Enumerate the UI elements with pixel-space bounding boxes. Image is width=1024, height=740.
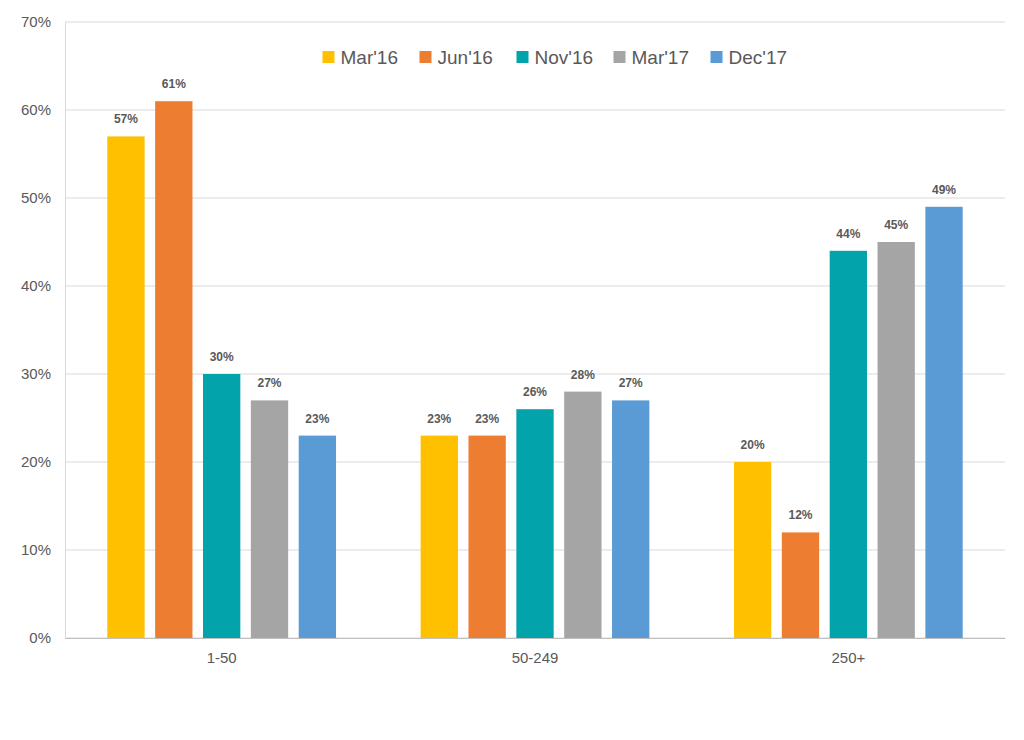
data-label: 45%	[884, 218, 908, 232]
legend-swatch	[711, 51, 723, 63]
y-axis-line	[65, 23, 66, 639]
data-label: 61%	[162, 77, 186, 91]
bar	[516, 409, 553, 638]
data-label: 23%	[305, 412, 329, 426]
data-label: 12%	[788, 508, 812, 522]
x-tick: 50-249	[512, 638, 559, 666]
x-tick-label: 1-50	[207, 649, 237, 666]
y-tick-label: 20%	[21, 453, 51, 470]
data-label: 57%	[114, 112, 138, 126]
y-tick: 60%	[21, 101, 65, 118]
bar	[925, 207, 962, 638]
bar	[734, 462, 771, 638]
bar	[251, 400, 288, 638]
bar	[782, 532, 819, 638]
x-axis-line	[66, 638, 1006, 639]
bar	[107, 136, 144, 638]
data-label: 26%	[523, 385, 547, 399]
legend-label: Mar'17	[632, 47, 689, 68]
bar	[878, 242, 915, 638]
data-label: 27%	[258, 376, 282, 390]
data-label: 28%	[571, 368, 595, 382]
legend-item: Dec'17	[711, 47, 788, 68]
bar	[203, 374, 240, 638]
y-tick-label: 70%	[21, 13, 51, 30]
y-tick: 0%	[29, 629, 65, 646]
grid-line	[65, 22, 1005, 23]
chart: 0% 10% 20% 30% 40% 50% 60% 70% 57% 23% 20% 61% 23% 12…	[0, 0, 1024, 740]
x-tick-label: 50-249	[512, 649, 559, 666]
y-tick-label: 10%	[21, 541, 51, 558]
x-tick-label: 250+	[831, 649, 865, 666]
x-axis: 1-50 50-249 250+	[66, 638, 1006, 666]
y-tick: 70%	[21, 13, 65, 30]
data-label: 27%	[619, 376, 643, 390]
y-tick: 20%	[21, 453, 65, 470]
legend-label: Mar'16	[341, 47, 398, 68]
y-tick-label: 40%	[21, 277, 51, 294]
y-axis: 0% 10% 20% 30% 40% 50% 60% 70%	[21, 13, 66, 646]
y-tick-label: 0%	[29, 629, 51, 646]
bar	[421, 436, 458, 638]
y-tick-label: 50%	[21, 189, 51, 206]
legend-label: Dec'17	[729, 47, 788, 68]
grid-line	[65, 198, 1005, 199]
data-label: 20%	[741, 438, 765, 452]
y-tick-label: 60%	[21, 101, 51, 118]
legend-label: Nov'16	[535, 47, 594, 68]
legend-swatch	[517, 51, 529, 63]
data-label: 23%	[475, 412, 499, 426]
y-tick: 40%	[21, 277, 65, 294]
bars	[107, 101, 962, 638]
data-label: 30%	[210, 350, 234, 364]
bar	[468, 436, 505, 638]
y-tick: 30%	[21, 365, 65, 382]
legend-label: Jun'16	[438, 47, 493, 68]
legend-swatch	[323, 51, 335, 63]
bar	[155, 101, 192, 638]
bar	[564, 392, 601, 638]
plot: 0% 10% 20% 30% 40% 50% 60% 70% 57% 23% 20% 61% 23% 12…	[21, 13, 1006, 665]
legend-swatch	[420, 51, 432, 63]
data-label: 44%	[836, 227, 860, 241]
legend-item: Mar'17	[614, 47, 689, 68]
bar	[830, 251, 867, 638]
data-label: 23%	[427, 412, 451, 426]
grid	[65, 22, 1005, 638]
legend-item: Nov'16	[517, 47, 594, 68]
x-tick: 1-50	[207, 638, 237, 666]
y-tick: 50%	[21, 189, 65, 206]
x-tick: 250+	[831, 638, 865, 666]
grid-line	[65, 110, 1005, 111]
legend: Mar'16 Jun'16 Nov'16 Mar'17 Dec'17	[323, 47, 788, 68]
y-tick: 10%	[21, 541, 65, 558]
bar	[299, 436, 336, 638]
data-labels: 57% 23% 20% 61% 23% 12% 30% 26% 44% 27% 28% 45% 23% 2…	[114, 77, 956, 522]
data-label: 49%	[932, 183, 956, 197]
legend-item: Mar'16	[323, 47, 398, 68]
bar	[612, 400, 649, 638]
legend-item: Jun'16	[420, 47, 493, 68]
legend-swatch	[614, 51, 626, 63]
y-tick-label: 30%	[21, 365, 51, 382]
